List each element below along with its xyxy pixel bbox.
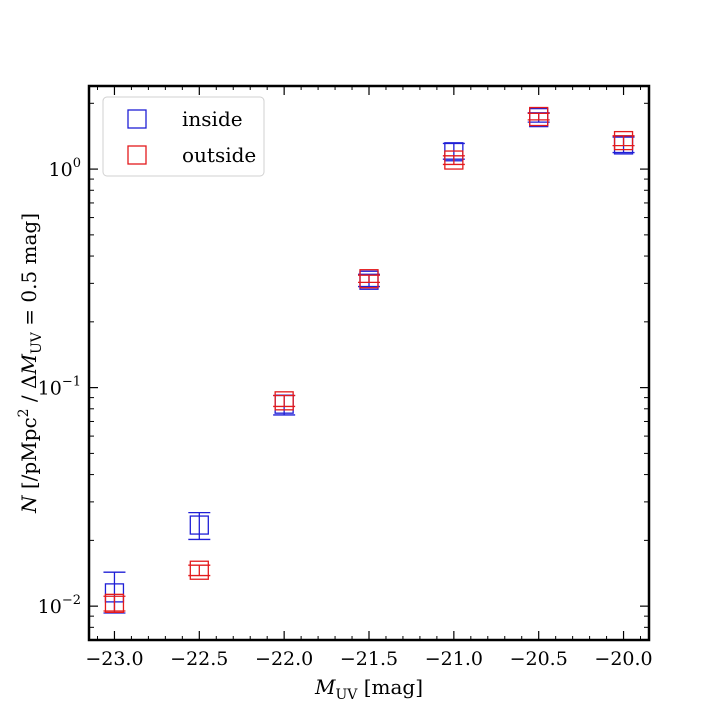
x-tick-label: −22.5: [170, 648, 228, 670]
x-tick-label: −21.0: [425, 648, 483, 670]
data-point-inside: [189, 515, 209, 535]
series-outside: [103, 106, 635, 613]
x-axis-label: MUV [mag]: [314, 675, 423, 703]
x-tick-label: −23.0: [85, 648, 143, 670]
data-point-outside: [189, 560, 209, 580]
data-point-outside: [444, 150, 464, 170]
series-inside: [103, 107, 635, 614]
y-axis-label: N [/pMpc2 / ΔMUV = 0.5 mag]: [16, 213, 45, 514]
y-tick-label: 10−1: [38, 375, 81, 400]
legend-marker-outside: [127, 145, 147, 165]
x-tick-labels: −23.0 −22.5 −22.0 −21.5 −21.0 −20.5 −20.0: [85, 648, 652, 670]
x-tick-label: −20.0: [594, 648, 652, 670]
y-tick-label: 100: [49, 156, 81, 181]
data-point-outside: [274, 391, 294, 411]
x-tick-label: −20.5: [510, 648, 568, 670]
legend-box: [102, 96, 265, 177]
y-tick-label: 10−2: [38, 593, 81, 618]
y-tick-labels: 10−2 10−1 100: [38, 156, 81, 618]
data-point-outside: [529, 106, 549, 127]
data-point-outside: [104, 593, 125, 613]
x-tick-label: −21.5: [340, 648, 398, 670]
x-tick-label: −22.0: [255, 648, 313, 670]
data-series: [103, 106, 635, 614]
legend-label-outside: outside: [182, 143, 256, 167]
legend: inside outside: [102, 96, 265, 177]
data-point-outside: [613, 130, 634, 151]
data-point-outside: [359, 269, 379, 289]
legend-label-inside: inside: [182, 107, 243, 131]
plot-frame: [87, 84, 651, 642]
legend-marker-inside: [127, 109, 147, 129]
